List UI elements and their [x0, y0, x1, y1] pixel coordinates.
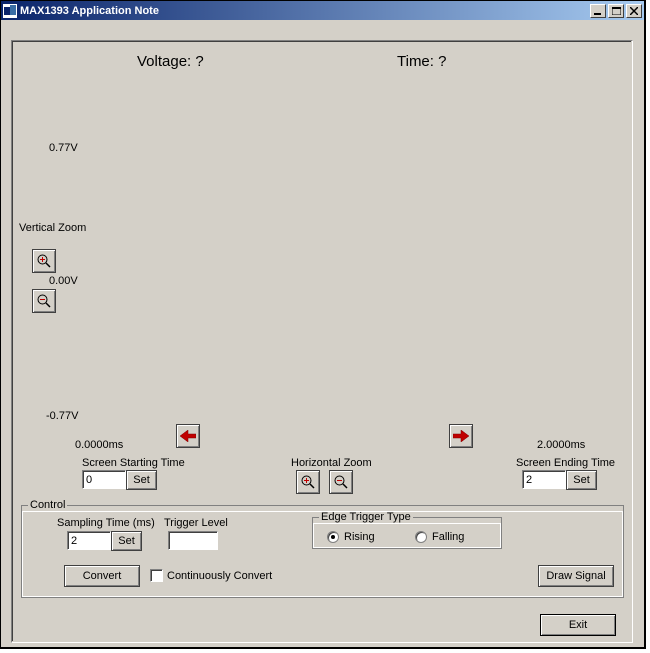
- continuously-convert-checkbox[interactable]: [150, 569, 163, 582]
- arrow-right-icon: [453, 430, 469, 442]
- trigger-level-label: Trigger Level: [164, 517, 228, 529]
- vertical-zoom-in-button[interactable]: [32, 249, 56, 273]
- continuously-convert-label: Continuously Convert: [167, 570, 272, 582]
- scroll-right-button[interactable]: [449, 424, 473, 448]
- voltage-readout: Voltage: ?: [137, 53, 204, 70]
- app-icon: [3, 4, 17, 18]
- horizontal-zoom-out-button[interactable]: [329, 470, 353, 494]
- window-title: MAX1393 Application Note: [20, 5, 588, 17]
- screen-start-label: Screen Starting Time: [82, 457, 185, 469]
- edge-rising-radio[interactable]: Rising: [327, 531, 375, 543]
- sampling-time-label: Sampling Time (ms): [57, 517, 155, 529]
- time-axis-start: 0.0000ms: [75, 439, 123, 451]
- screen-start-set-button[interactable]: Set: [126, 470, 157, 490]
- edge-trigger-legend: Edge Trigger Type: [319, 511, 413, 523]
- main-panel: Voltage: ? Time: ? 0.77V Vertical Zoom 0…: [11, 40, 633, 643]
- time-axis-end: 2.0000ms: [537, 439, 585, 451]
- horizontal-zoom-in-button[interactable]: [296, 470, 320, 494]
- vertical-zoom-out-button[interactable]: [32, 289, 56, 313]
- screen-end-input[interactable]: [522, 470, 566, 489]
- exit-button[interactable]: Exit: [540, 614, 616, 636]
- arrow-left-icon: [180, 430, 196, 442]
- client-area: Voltage: ? Time: ? 0.77V Vertical Zoom 0…: [1, 20, 644, 647]
- control-legend: Control: [28, 499, 67, 511]
- horizontal-zoom-label: Horizontal Zoom: [291, 457, 372, 469]
- zoom-out-icon: [334, 475, 348, 489]
- sampling-set-button[interactable]: Set: [111, 531, 142, 551]
- draw-signal-button[interactable]: Draw Signal: [538, 565, 614, 587]
- edge-rising-label: Rising: [344, 531, 375, 543]
- radio-icon: [327, 531, 339, 543]
- edge-trigger-group: Edge Trigger Type Rising Falling: [312, 511, 502, 549]
- titlebar: MAX1393 Application Note: [1, 1, 644, 20]
- app-window: MAX1393 Application Note Voltage: ? Time…: [0, 0, 646, 649]
- trigger-level-input[interactable]: [168, 531, 218, 550]
- screen-start-input[interactable]: [82, 470, 126, 489]
- close-button[interactable]: [626, 4, 642, 18]
- voltage-axis-bottom: -0.77V: [46, 410, 78, 422]
- convert-button[interactable]: Convert: [64, 565, 140, 587]
- zoom-in-icon: [37, 254, 51, 268]
- zoom-out-icon: [37, 294, 51, 308]
- minimize-button[interactable]: [590, 4, 606, 18]
- zoom-in-icon: [301, 475, 315, 489]
- sampling-time-input[interactable]: [67, 531, 111, 550]
- screen-end-set-button[interactable]: Set: [566, 470, 597, 490]
- scroll-left-button[interactable]: [176, 424, 200, 448]
- voltage-axis-mid: 0.00V: [49, 275, 78, 287]
- voltage-axis-top: 0.77V: [49, 142, 78, 154]
- edge-falling-radio[interactable]: Falling: [415, 531, 464, 543]
- time-readout: Time: ?: [397, 53, 446, 70]
- vertical-zoom-label: Vertical Zoom: [19, 222, 86, 234]
- maximize-button[interactable]: [608, 4, 624, 18]
- screen-end-label: Screen Ending Time: [516, 457, 615, 469]
- control-group: Control Sampling Time (ms) Set Trigger L…: [21, 499, 624, 598]
- radio-icon: [415, 531, 427, 543]
- edge-falling-label: Falling: [432, 531, 464, 543]
